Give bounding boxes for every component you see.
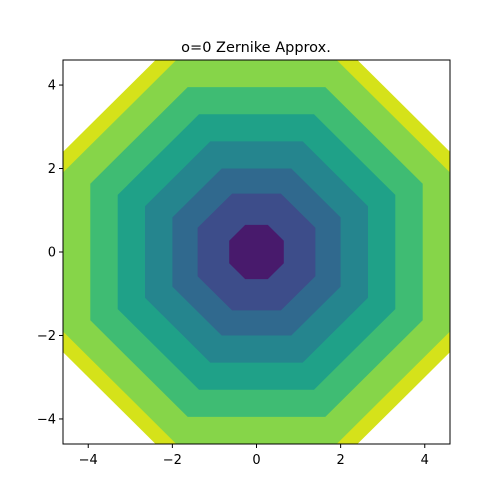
x-tick-label: 0: [252, 453, 260, 468]
x-tick-label: 4: [421, 453, 429, 468]
y-tick-label: −4: [37, 412, 56, 427]
y-tick-label: −2: [37, 329, 56, 344]
x-tick-label: 2: [336, 453, 344, 468]
contour-level-7: [229, 224, 284, 280]
y-tick-label: 0: [48, 246, 56, 261]
chart-title: o=0 Zernike Approx.: [181, 40, 331, 56]
y-tick-label: 4: [48, 79, 56, 94]
y-tick-label: 2: [48, 162, 56, 177]
x-tick-label: −4: [79, 453, 98, 468]
y-axis: −4 −2 0 2 4: [37, 79, 63, 427]
contour-group: [63, 60, 450, 444]
x-tick-label: −2: [163, 453, 182, 468]
x-axis: −4 −2 0 2 4: [79, 444, 429, 468]
